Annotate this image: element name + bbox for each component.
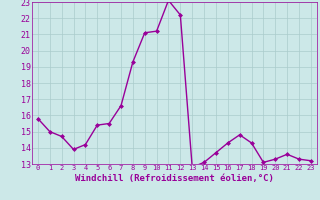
- X-axis label: Windchill (Refroidissement éolien,°C): Windchill (Refroidissement éolien,°C): [75, 174, 274, 183]
